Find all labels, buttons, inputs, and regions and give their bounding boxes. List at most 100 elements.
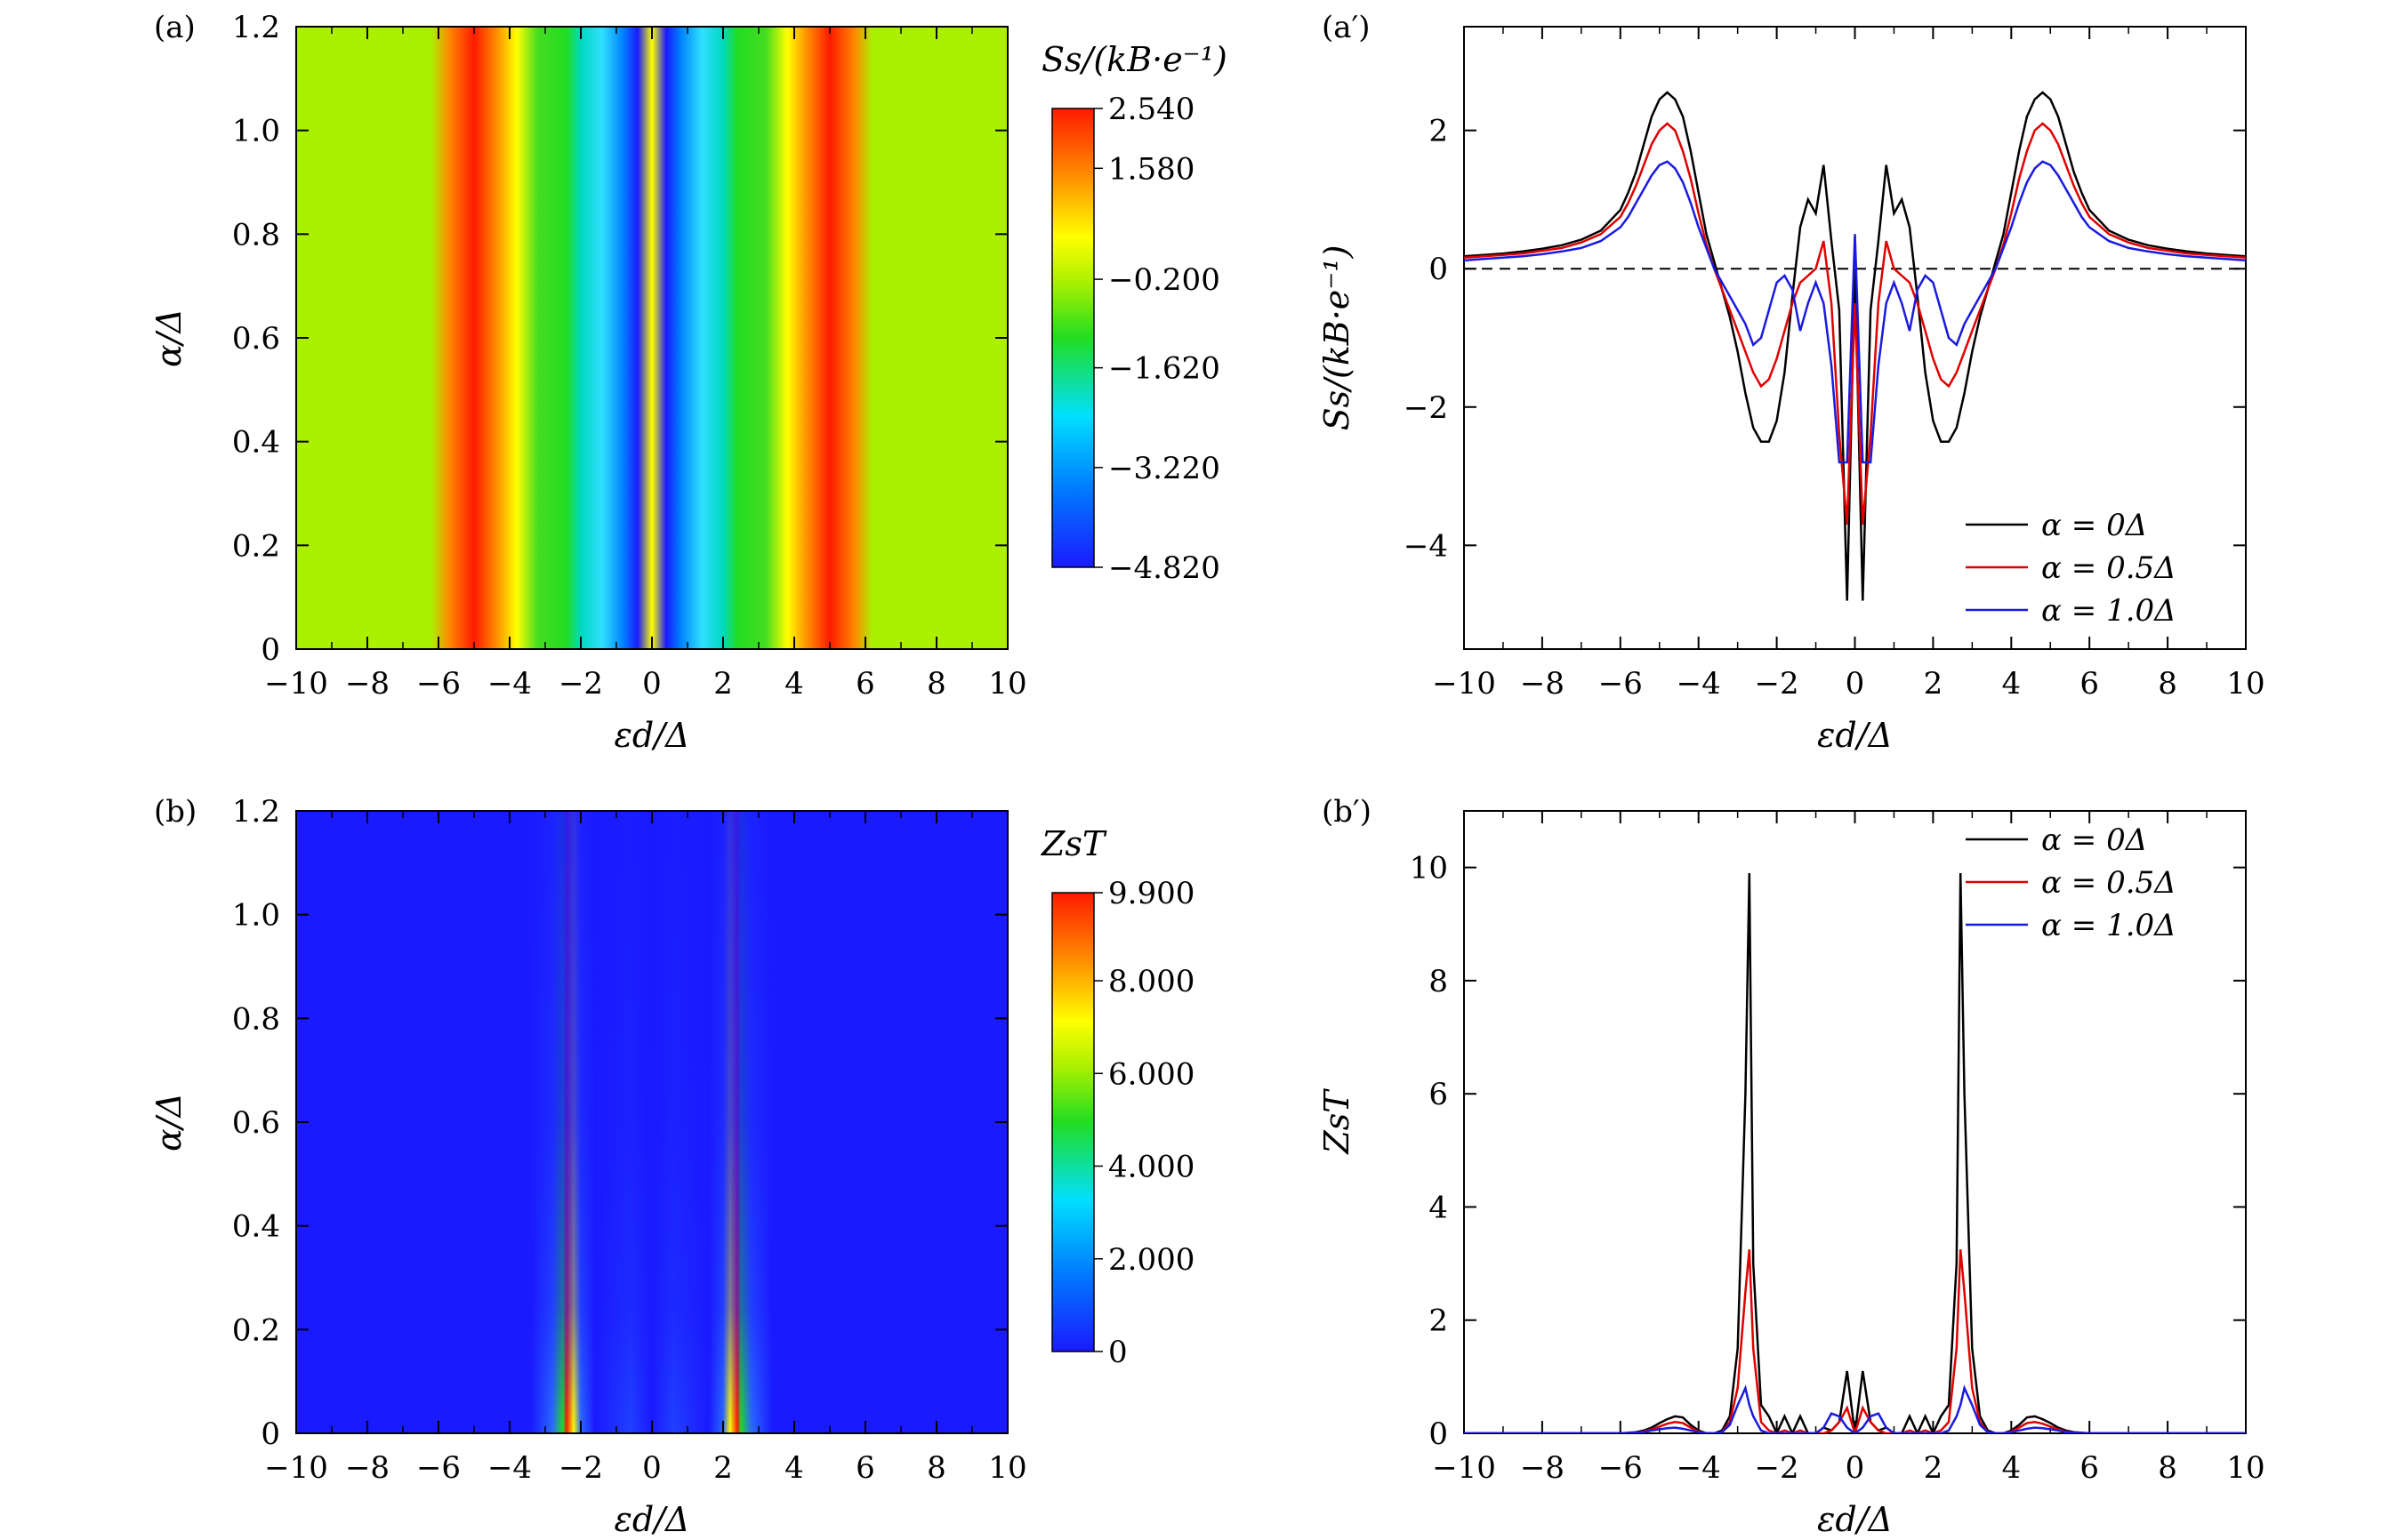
x-tick-label: 2 [1924,666,1943,702]
legend-label: α = 0.5Δ [2041,550,2176,586]
plot-frame [1463,26,2247,650]
x-tick-label: 0 [1846,1450,1865,1486]
x-tick-label: 10 [988,666,1026,702]
x-tick-label: −2 [559,666,603,702]
colorbar-tick-label: 6.000 [1108,1056,1195,1092]
heatmap-field [296,27,1008,649]
x-tick-label: 10 [988,1450,1026,1486]
x-axis-label: εd/Δ [615,716,690,755]
x-tick-label: 6 [856,666,875,702]
colorbar-label: Ss/(kB·e⁻¹) [1042,40,1227,79]
x-tick-label: 0 [642,666,662,702]
colorbar-tick-label: −4.820 [1108,550,1220,586]
legend-label: α = 0.5Δ [2041,865,2176,901]
legend-label: α = 1.0Δ [2041,593,2176,629]
y-tick-label: 8 [1428,964,1448,999]
y-tick-label: 6 [1428,1077,1448,1112]
x-tick-label: −8 [345,666,390,702]
x-tick-label: −2 [559,1450,603,1486]
y-axis-label: ZsT [1317,1088,1356,1155]
y-tick-label: 4 [1428,1190,1448,1225]
colorbar-tick-label: 8.000 [1108,964,1195,999]
legend-label: α = 0Δ [2041,508,2147,543]
colorbar-tick-label: −1.620 [1108,351,1220,387]
panel-label: (b) [154,794,197,830]
colorbar-tick-label: 0 [1108,1335,1128,1370]
y-tick-label: 1.2 [232,794,280,830]
y-tick-label: 2 [1428,114,1448,149]
x-tick-label: −10 [1432,666,1496,702]
x-tick-label: −8 [1520,666,1565,702]
y-tick-label: 0.8 [232,217,280,253]
x-tick-label: 8 [927,666,946,702]
x-tick-label: 6 [2079,1450,2099,1486]
colorbar-tick-label: 2.000 [1108,1242,1195,1278]
line-panel-b_prime: −10 −8 −6 −4 −2 0 2 4 6 8 10 0 2 4 6 8 10 εd/Δ ZsT (b′) α = … [1317,794,2265,1539]
x-tick-label: 10 [2226,666,2264,702]
colorbar [1051,108,1095,568]
y-tick-label: −4 [1404,528,1448,564]
y-tick-label: 0.4 [232,425,280,461]
x-tick-label: 2 [713,666,733,702]
x-tick-label: −6 [1598,1450,1643,1486]
x-tick-label: −4 [1677,1450,1721,1486]
x-tick-label: −10 [264,666,328,702]
y-tick-label: −2 [1404,390,1448,426]
x-tick-label: −10 [264,1450,328,1486]
x-tick-label: −4 [487,1450,532,1486]
x-tick-label: 10 [2226,1450,2264,1486]
x-tick-label: −2 [1755,1450,1799,1486]
colorbar-tick-label: 4.000 [1108,1150,1195,1185]
series-line-1 [1464,122,2246,525]
x-tick-label: 4 [2001,1450,2021,1486]
panel-label: (a) [154,10,196,45]
panel-label: (a′) [1322,10,1371,45]
heatmap-fade [296,811,1008,1433]
colorbar-tick-label: 9.900 [1108,876,1195,911]
y-tick-label: 0.8 [232,1001,280,1037]
legend-label: α = 1.0Δ [2041,908,2176,943]
x-tick-label: −8 [1520,1450,1565,1486]
y-tick-label: 0.2 [232,1312,280,1348]
x-tick-label: 2 [713,1450,733,1486]
x-tick-label: −4 [487,666,532,702]
colorbar-tick-label: 1.580 [1108,151,1195,187]
line-panel-a_prime: −10 −8 −6 −4 −2 0 2 4 6 8 10 −4 −2 0 2 εd/Δ Ss/(kB·e⁻¹) (… [1317,10,2265,755]
plot-frame [1463,810,2247,1434]
y-tick-label: 1.0 [232,898,280,934]
heatmap-panel-b: −10 −8 −6 −4 −2 0 2 4 6 8 10 0 0.2 0.4 0.6 0.8 1.0 1.2 εd/… [149,794,1195,1539]
y-tick-label: 0.6 [232,1105,280,1141]
panel-label: (b′) [1322,794,1371,830]
y-tick-label: 0 [1428,252,1448,287]
y-tick-label: 0 [1428,1416,1448,1452]
x-tick-label: 4 [2001,666,2021,702]
x-tick-label: −2 [1755,666,1799,702]
x-axis-label: εd/Δ [1817,716,1893,755]
x-tick-label: −8 [345,1450,390,1486]
colorbar-tick-label: −0.200 [1108,262,1220,298]
y-tick-label: 10 [1410,851,1448,886]
y-axis-label: α/Δ [149,309,189,367]
plot-frame [295,26,1009,650]
series-line-0 [1464,872,2246,1433]
x-axis-label: εd/Δ [1817,1500,1893,1539]
colorbar-label: ZsT [1041,824,1107,863]
x-tick-label: 0 [642,1450,662,1486]
y-tick-label: 1.0 [232,114,280,149]
x-tick-label: 8 [2158,666,2177,702]
x-axis-label: εd/Δ [615,1500,690,1539]
x-tick-label: 6 [2079,666,2099,702]
colorbar-tick-label: 2.540 [1108,92,1195,127]
x-tick-label: 4 [784,666,804,702]
series-line-1 [1464,1249,2246,1433]
y-tick-label: 0 [261,1416,280,1452]
y-axis-label: α/Δ [149,1093,189,1151]
series-line-2 [1464,1384,2246,1433]
y-tick-label: 0.4 [232,1209,280,1245]
series-line-0 [1464,91,2246,601]
x-tick-label: −6 [416,666,461,702]
y-tick-label: 2 [1428,1303,1448,1339]
x-tick-label: 2 [1924,1450,1943,1486]
series-line-2 [1464,160,2246,464]
